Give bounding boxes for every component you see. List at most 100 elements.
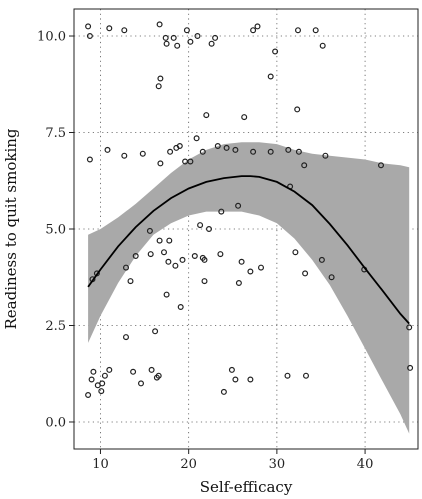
x-axis-label: Self-efficacy [200,478,293,496]
data-point [98,388,105,395]
data-point [220,388,227,395]
data-point [208,40,215,47]
data-point [217,251,224,258]
data-point [167,148,174,155]
data-point [197,222,204,229]
data-point [228,366,235,373]
x-axis-ticks: 10 20 30 40 [92,449,373,472]
data-point [157,160,164,167]
data-point [130,368,137,375]
data-point [174,42,181,49]
data-point [127,278,134,285]
data-point [235,280,242,287]
data-point [122,264,129,271]
data-point [406,324,413,331]
y-axis-ticks: 0.0 2.5 5.0 7.5 10.0 [37,30,74,430]
data-point [302,270,309,277]
data-point [163,291,170,298]
data-point [254,23,261,30]
data-point [166,237,173,244]
data-point [218,208,225,215]
data-point [165,258,172,265]
data-point [267,148,274,155]
data-point [99,380,106,387]
confidence-band [88,142,410,434]
data-point [250,148,257,155]
data-point [232,146,239,153]
data-point [106,25,113,32]
data-point [199,148,206,155]
y-tick-label: 10.0 [37,30,66,45]
y-tick-label: 0.0 [45,415,66,430]
data-point [191,253,198,260]
data-point [121,27,128,34]
x-tick-label: 20 [180,457,197,472]
data-point [157,75,164,82]
data-point [312,27,319,34]
data-point [176,143,183,150]
data-point [148,366,155,373]
fit-line [87,175,410,325]
data-point [147,251,154,258]
data-point [250,27,257,34]
data-point [247,376,254,383]
x-tick-label: 10 [92,457,109,472]
data-point [201,256,208,263]
data-point [156,237,163,244]
data-point [203,112,210,119]
data-point [272,48,279,55]
data-point [132,253,139,260]
data-point [156,21,163,28]
scatter-points [85,21,414,399]
data-point [295,27,302,34]
data-point [378,162,385,169]
data-point [241,114,248,121]
data-point [303,372,310,379]
data-point [88,376,95,383]
data-point [247,268,254,275]
data-point [121,152,128,159]
data-point [295,148,302,155]
x-tick-label: 30 [269,457,286,472]
data-point [106,366,113,373]
data-point [122,334,129,341]
data-point [172,262,179,269]
data-point [206,226,213,233]
data-point [183,27,190,34]
data-point [284,372,291,379]
data-point [187,38,194,45]
data-point [162,34,169,41]
data-point [138,380,145,387]
data-point [285,146,292,153]
data-point [328,274,335,281]
data-point [86,156,93,163]
data-point [90,368,97,375]
data-point [161,249,168,256]
data-point [223,144,230,151]
data-point [170,34,177,41]
data-point [235,202,242,209]
data-point [85,392,92,399]
data-point [177,304,184,311]
y-axis-label: Readiness to quit smoking [2,128,20,329]
data-point [212,34,219,41]
data-point [318,256,325,263]
data-point [155,372,162,379]
fit-line-layer [87,175,410,325]
data-point [292,249,299,256]
data-point [179,256,186,263]
data-point [232,376,239,383]
data-point [319,42,326,49]
data-point [104,146,111,153]
data-point [267,73,274,80]
data-point [86,32,93,39]
data-point [155,83,162,90]
data-point [201,278,208,285]
x-tick-label: 40 [357,457,374,472]
y-tick-label: 5.0 [45,223,66,238]
data-point [301,162,308,169]
data-point [258,264,265,271]
data-point [152,328,159,335]
data-point [85,23,92,30]
